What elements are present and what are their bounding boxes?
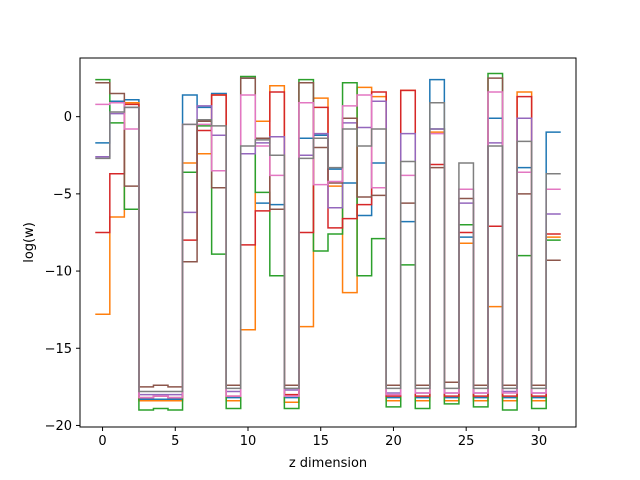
x-axis: 0 5 10 15 20 25 30 xyxy=(98,427,547,449)
series-line-3 xyxy=(95,72,561,411)
series-line-7 xyxy=(95,91,561,399)
x-tick-label: 10 xyxy=(240,434,257,449)
series-layer xyxy=(95,72,561,411)
x-tick-label: 0 xyxy=(98,434,106,449)
series-line-1 xyxy=(95,77,561,400)
y-tick-label: −10 xyxy=(45,265,72,280)
x-tick-label: 15 xyxy=(312,434,329,449)
y-tick-label: −15 xyxy=(45,342,72,357)
y-tick-label: −5 xyxy=(53,187,72,202)
x-tick-label: 30 xyxy=(531,434,548,449)
x-tick-label: 5 xyxy=(171,434,179,449)
y-tick-label: −20 xyxy=(45,419,72,434)
series-line-2 xyxy=(95,85,561,404)
y-axis: 0 −5 −10 −15 −20 xyxy=(45,110,80,434)
y-axis-label: log(w) xyxy=(22,222,37,263)
y-tick-label: 0 xyxy=(64,110,72,125)
x-tick-label: 25 xyxy=(458,434,475,449)
plot-frame xyxy=(79,57,577,428)
x-tick-label: 20 xyxy=(385,434,402,449)
series-line-8 xyxy=(95,102,561,393)
x-axis-label: z dimension xyxy=(289,456,367,471)
